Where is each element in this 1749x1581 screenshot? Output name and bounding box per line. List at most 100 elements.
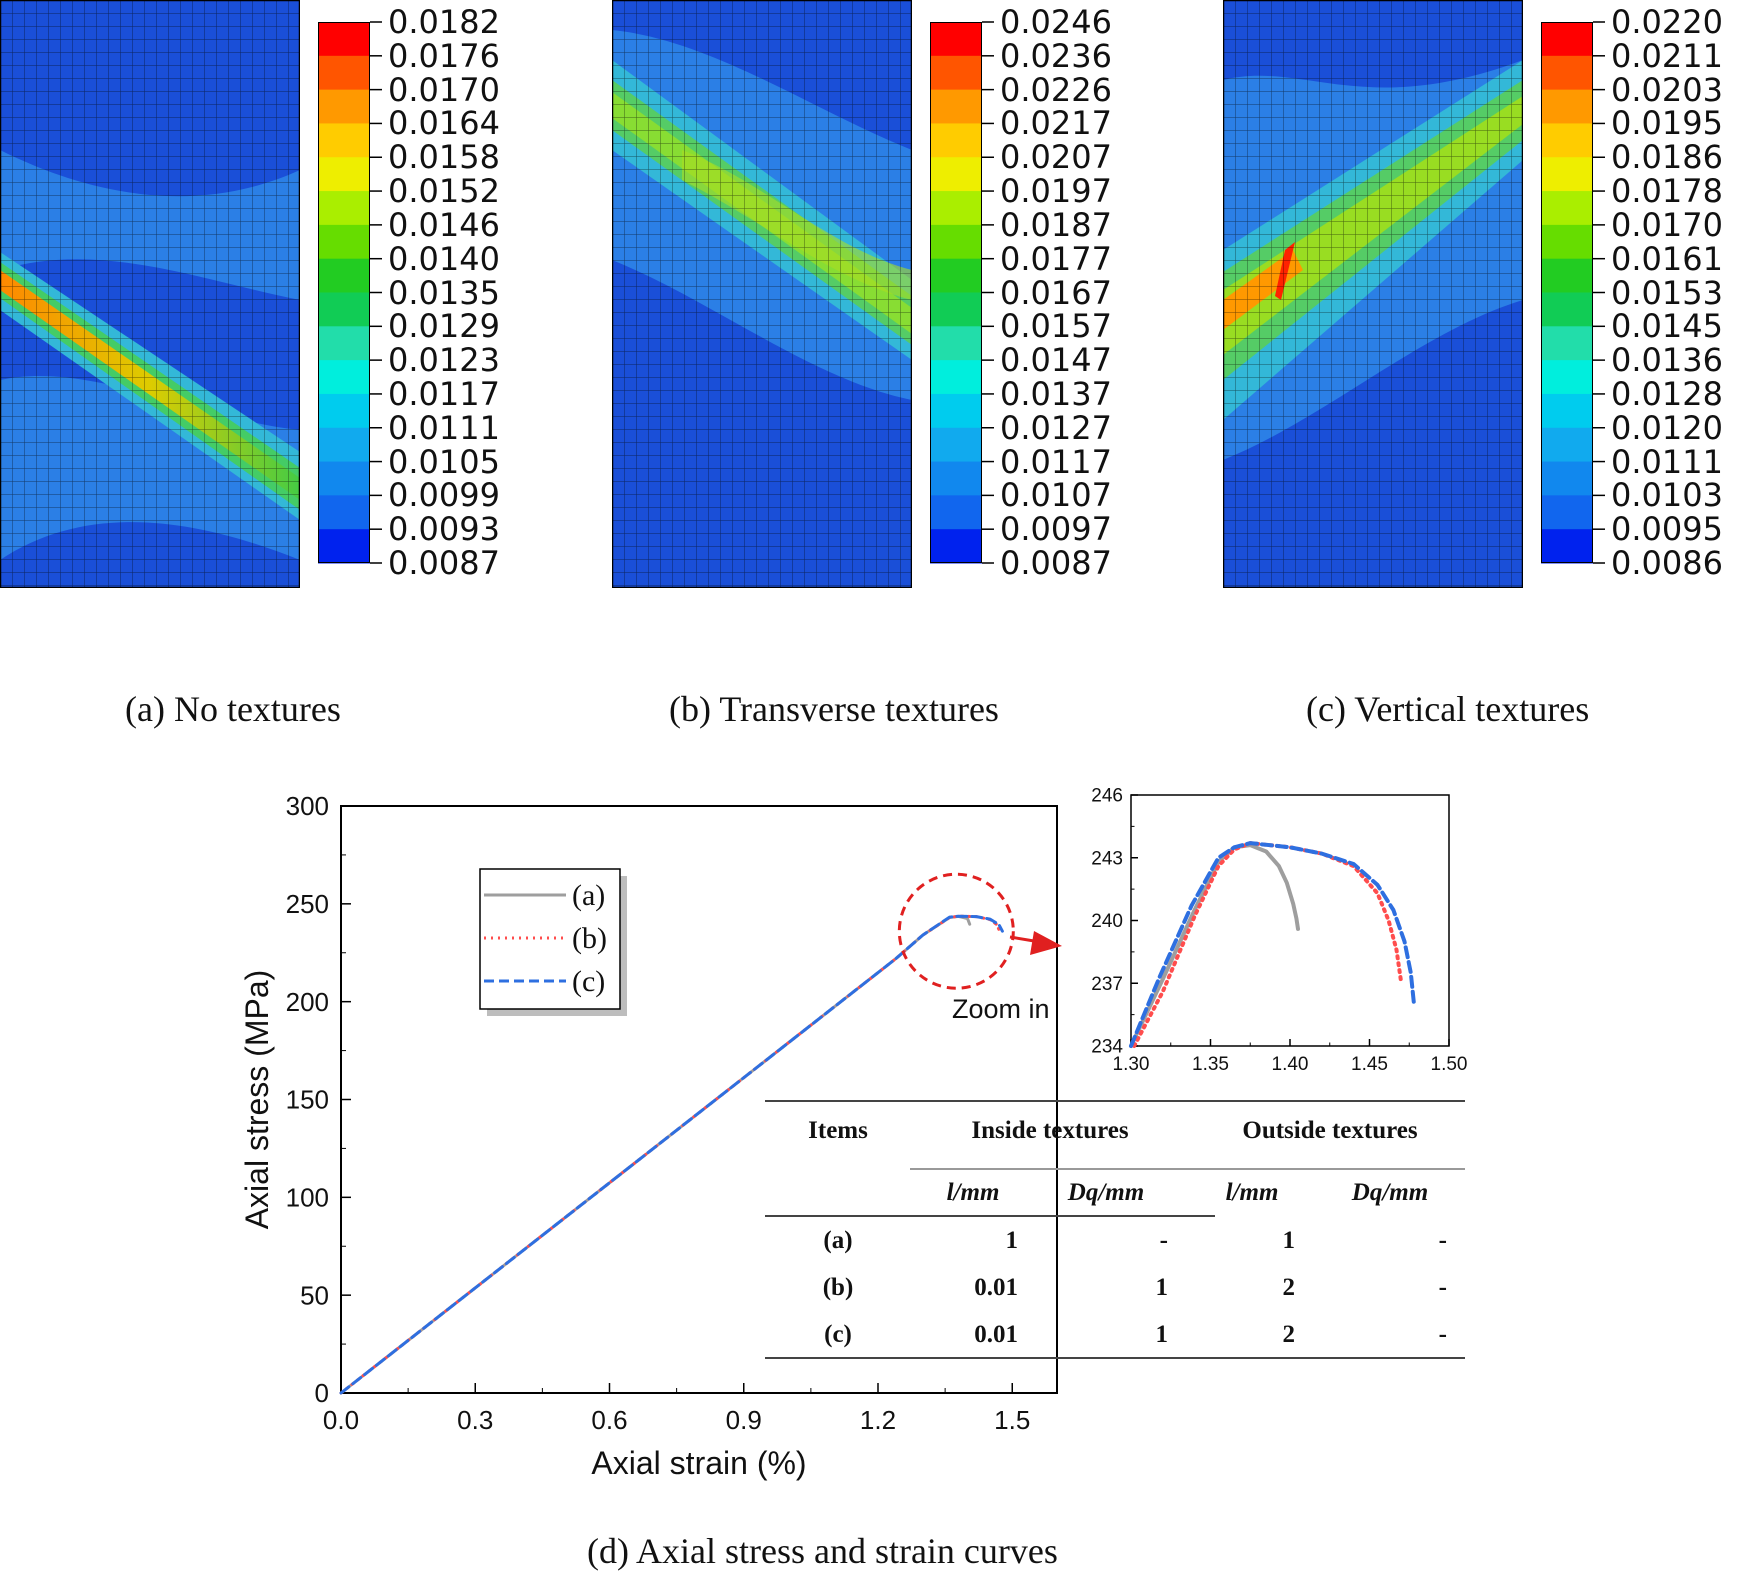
colorbar-a-label: 0.0182 <box>388 3 500 41</box>
table-cell: (c) <box>824 1321 852 1348</box>
colorbar-c-segment <box>1541 224 1593 260</box>
inset-x-tick-label: 1.30 <box>1113 1054 1150 1075</box>
inset-y-tick-label: 240 <box>1091 911 1123 932</box>
colorbar-b-segment <box>930 326 982 361</box>
colorbar-a-segment <box>318 191 370 226</box>
colorbar-b-label: 0.0217 <box>1000 104 1112 143</box>
colorbar-a-segment <box>318 157 370 192</box>
colorbar-c-segment <box>1541 157 1593 192</box>
colorbar-b-segment <box>930 89 982 124</box>
colorbar-a-segment <box>318 461 370 496</box>
caption-c: (c) Vertical textures <box>1306 689 1590 729</box>
colorbar-b-label: 0.0097 <box>1000 510 1112 549</box>
contour-panel-a <box>0 0 300 588</box>
caption-d: (d) Axial stress and strain curves <box>587 1531 1058 1571</box>
colorbar-b-label: 0.0177 <box>1000 239 1112 278</box>
colorbar-c-segment <box>1541 393 1593 429</box>
colorbar-a-label: 0.0176 <box>388 36 500 75</box>
legend-label: (b) <box>572 922 607 955</box>
table-subheader-1: l/mm <box>946 1179 1000 1206</box>
colorbar-c-label: 0.0128 <box>1611 374 1723 413</box>
colorbar-a-segment <box>318 22 370 57</box>
table-cell: 2 <box>1282 1321 1296 1348</box>
colorbar-c-label: 0.0211 <box>1611 36 1723 75</box>
colorbar-c-segment <box>1541 258 1593 293</box>
table-cell: - <box>1159 1227 1168 1254</box>
colorbar-c-segment <box>1541 427 1593 463</box>
main-y-tick-label: 300 <box>286 791 329 821</box>
colorbar-a-label: 0.0099 <box>388 476 500 515</box>
colorbar-a-segment <box>318 224 370 260</box>
inset-y-tick-label: 237 <box>1091 974 1123 995</box>
main-x-tick-label: 0.9 <box>726 1405 762 1435</box>
colorbar-b-label: 0.0157 <box>1000 307 1112 346</box>
table-cell: - <box>1438 1321 1447 1348</box>
zoom-circle <box>897 872 1015 990</box>
inset-x-tick-label: 1.45 <box>1351 1054 1388 1075</box>
colorbar-c-label: 0.0195 <box>1611 104 1723 143</box>
colorbar-a-label: 0.0164 <box>388 104 500 143</box>
main-x-tick-label: 1.5 <box>994 1405 1030 1435</box>
colorbar-b <box>930 21 994 564</box>
colorbar-b-label: 0.0167 <box>1000 273 1112 312</box>
colorbar-c-label: 0.0103 <box>1611 476 1723 515</box>
table-cell: 1 <box>1005 1227 1019 1254</box>
inset-x-tick-label: 1.35 <box>1192 1054 1229 1075</box>
colorbar-c-label: 0.0220 <box>1611 3 1723 41</box>
colorbar-b-segment <box>930 495 982 530</box>
colorbar-a-segment <box>318 292 370 327</box>
colorbar-b-label: 0.0147 <box>1000 341 1112 380</box>
inset-y-tick-label: 243 <box>1091 848 1123 869</box>
colorbar-c-segment <box>1541 360 1593 395</box>
main-y-tick-label: 0 <box>315 1378 329 1408</box>
table-rule <box>910 1168 1465 1170</box>
main-y-tick-label: 50 <box>300 1280 329 1310</box>
inset-series-a <box>1129 843 1300 1048</box>
colorbar-b-label: 0.0236 <box>1000 36 1112 75</box>
colorbar-c-label: 0.0136 <box>1611 341 1723 380</box>
colorbar-c-label: 0.0170 <box>1611 205 1723 244</box>
table-subheader-2: Dq/mm <box>1067 1179 1145 1206</box>
colorbar-b-label: 0.0207 <box>1000 138 1112 177</box>
colorbar-a-segment <box>318 55 370 91</box>
table-cell: - <box>1438 1227 1447 1254</box>
contour-panel-c <box>1223 0 1523 588</box>
colorbar-c-segment <box>1541 123 1593 158</box>
colorbar-a-label: 0.0129 <box>388 307 500 346</box>
colorbar-c-segment <box>1541 89 1593 124</box>
colorbar-a-segment <box>318 360 370 395</box>
main-series-a <box>339 914 972 1395</box>
colorbar-b-segment <box>930 191 982 226</box>
contour-plot-a <box>0 0 300 588</box>
colorbar-b-label: 0.0246 <box>1000 3 1112 41</box>
colorbar-b-label: 0.0137 <box>1000 374 1112 413</box>
main-series-b <box>339 914 1001 1395</box>
main-x-tick-label: 0.3 <box>457 1405 493 1435</box>
colorbar-b-label: 0.0087 <box>1000 544 1112 582</box>
colorbar-b-segment <box>930 292 982 327</box>
colorbar-a-label: 0.0146 <box>388 205 500 244</box>
colorbar-c-label: 0.0203 <box>1611 70 1723 109</box>
colorbar-a-label: 0.0152 <box>388 172 500 211</box>
main-y-tick-label: 150 <box>286 1085 329 1115</box>
colorbar-b-segment <box>930 461 982 496</box>
colorbar-a-label: 0.0170 <box>388 70 500 109</box>
colorbar-a-label: 0.0093 <box>388 510 500 549</box>
contour-plot-c <box>1223 0 1523 588</box>
colorbar-c-segment <box>1541 55 1593 91</box>
colorbar-b-segment <box>930 529 982 564</box>
colorbar-c-label: 0.0111 <box>1611 442 1723 481</box>
main-y-tick-label: 250 <box>286 889 329 919</box>
colorbar-c-segment <box>1541 529 1593 564</box>
colorbar-c <box>1541 21 1605 564</box>
colorbar-c-segment <box>1541 495 1593 530</box>
table-header-outside: Outside textures <box>1242 1117 1418 1144</box>
colorbar-b-segment <box>930 393 982 429</box>
colorbar-a-label: 0.0135 <box>388 273 500 312</box>
table-cell: 2 <box>1282 1274 1296 1301</box>
table-cell: 1 <box>1282 1227 1296 1254</box>
colorbar-a-label: 0.0140 <box>388 239 500 278</box>
table-cell: - <box>1438 1274 1447 1301</box>
inset-series-c <box>1129 841 1416 1048</box>
colorbar-c-label: 0.0186 <box>1611 138 1723 177</box>
